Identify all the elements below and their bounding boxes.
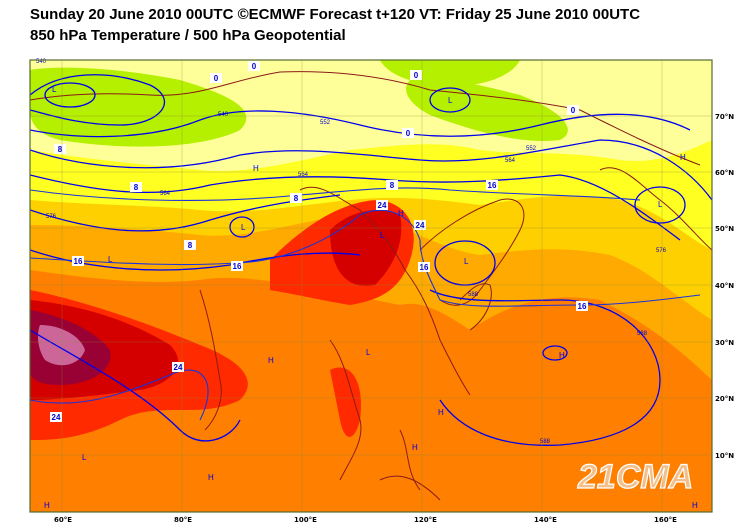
temperature-label: 16 <box>576 301 588 311</box>
high-pressure-marker: H <box>44 501 50 510</box>
svg-text:0: 0 <box>571 106 576 115</box>
geopotential-label: 564 <box>298 172 309 178</box>
svg-text:0: 0 <box>406 129 411 138</box>
svg-text:16: 16 <box>74 257 83 266</box>
svg-text:16: 16 <box>578 302 587 311</box>
low-pressure-marker: L <box>366 348 371 357</box>
lat-tick-label: 70°N <box>715 113 734 121</box>
high-pressure-marker: H <box>253 164 259 173</box>
svg-text:0: 0 <box>214 74 219 83</box>
high-pressure-marker: H <box>692 501 698 510</box>
lat-tick-label: 10°N <box>715 452 734 460</box>
svg-text:8: 8 <box>58 145 63 154</box>
high-pressure-marker: H <box>680 153 686 162</box>
temperature-label: 24 <box>50 412 62 422</box>
lat-tick-label: 40°N <box>715 282 734 290</box>
lon-tick-label: 60°E <box>54 516 72 524</box>
low-pressure-marker: L <box>241 223 246 232</box>
temperature-label: 24 <box>414 220 426 230</box>
svg-text:16: 16 <box>420 263 429 272</box>
high-pressure-marker: H <box>398 209 404 218</box>
low-pressure-marker: L <box>448 96 453 105</box>
temperature-field <box>30 60 712 512</box>
svg-text:8: 8 <box>390 181 395 190</box>
geopotential-label: 552 <box>526 146 537 152</box>
low-pressure-marker: L <box>82 453 87 462</box>
lat-tick-label: 20°N <box>715 395 734 403</box>
geopotential-label: 564 <box>160 191 171 197</box>
low-pressure-marker: L <box>52 85 57 94</box>
temperature-label: 24 <box>376 200 388 210</box>
temperature-label: 8 <box>54 144 66 154</box>
temperature-label: 0 <box>402 128 414 138</box>
temperature-label: 0 <box>248 61 260 71</box>
band-crimson <box>330 210 402 286</box>
svg-text:24: 24 <box>378 201 387 210</box>
high-pressure-marker: H <box>438 408 444 417</box>
svg-text:0: 0 <box>252 62 257 71</box>
high-pressure-marker: H <box>412 443 418 452</box>
geopotential-label: 552 <box>320 120 331 126</box>
contour-labels: 0 0 0 0 0 8 8 8 8 8 16 16 16 16 16 24 24 24 24 540 540 552 552… <box>36 59 698 510</box>
temperature-label: 0 <box>567 105 579 115</box>
temperature-label: 8 <box>290 193 302 203</box>
svg-text:16: 16 <box>488 181 497 190</box>
lon-tick-label: 140°E <box>534 516 557 524</box>
chart-subtitle: 850 hPa Temperature / 500 hPa Geopotenti… <box>30 27 346 44</box>
axis-ticks: 60°E 80°E 100°E 120°E 140°E 160°E 70°N 60°N 50°N… <box>30 60 734 524</box>
low-pressure-marker: L <box>108 255 113 264</box>
lat-tick-label: 30°N <box>715 339 734 347</box>
logo-watermark: 21CMA <box>577 458 693 496</box>
temperature-label: 16 <box>231 261 243 271</box>
svg-text:0: 0 <box>414 71 419 80</box>
chart-title: Sunday 20 June 2010 00UTC ©ECMWF Forecas… <box>30 6 641 23</box>
svg-text:24: 24 <box>416 221 425 230</box>
map-frame <box>29 59 713 513</box>
geopotential-label: 588 <box>468 292 479 298</box>
low-pressure-marker: L <box>658 200 663 209</box>
lon-tick-label: 160°E <box>654 516 677 524</box>
lon-tick-label: 100°E <box>294 516 317 524</box>
lon-tick-label: 120°E <box>414 516 437 524</box>
high-pressure-marker: H <box>268 356 274 365</box>
svg-text:8: 8 <box>134 183 139 192</box>
temperature-label: 24 <box>172 362 184 372</box>
band-cold-green <box>30 67 247 147</box>
temperature-label: 8 <box>184 240 196 250</box>
geopotential-label: 588 <box>540 439 551 445</box>
temperature-label: 16 <box>486 180 498 190</box>
geopotential-label: 564 <box>505 158 516 164</box>
temperature-label: 0 <box>410 70 422 80</box>
geopotential-label: 540 <box>36 59 47 65</box>
geopotential-label: 588 <box>637 331 648 337</box>
svg-text:16: 16 <box>233 262 242 271</box>
svg-text:24: 24 <box>174 363 183 372</box>
high-pressure-marker: H <box>559 351 565 360</box>
low-pressure-marker: L <box>380 231 385 240</box>
temperature-label: 0 <box>210 73 222 83</box>
geopotential-label: 576 <box>656 248 667 254</box>
high-pressure-marker: H <box>208 473 214 482</box>
svg-text:8: 8 <box>294 194 299 203</box>
temperature-label: 16 <box>72 256 84 266</box>
geopotential-label: 576 <box>46 214 57 220</box>
temperature-label: 16 <box>418 262 430 272</box>
lat-tick-label: 60°N <box>715 169 734 177</box>
lon-tick-label: 80°E <box>174 516 192 524</box>
geopotential-contours <box>30 74 712 446</box>
temperature-label: 8 <box>130 182 142 192</box>
svg-text:24: 24 <box>52 413 61 422</box>
temperature-label: 8 <box>386 180 398 190</box>
low-pressure-marker: L <box>464 257 469 266</box>
lat-tick-label: 50°N <box>715 225 734 233</box>
svg-text:8: 8 <box>188 241 193 250</box>
geopotential-label: 540 <box>218 112 229 118</box>
